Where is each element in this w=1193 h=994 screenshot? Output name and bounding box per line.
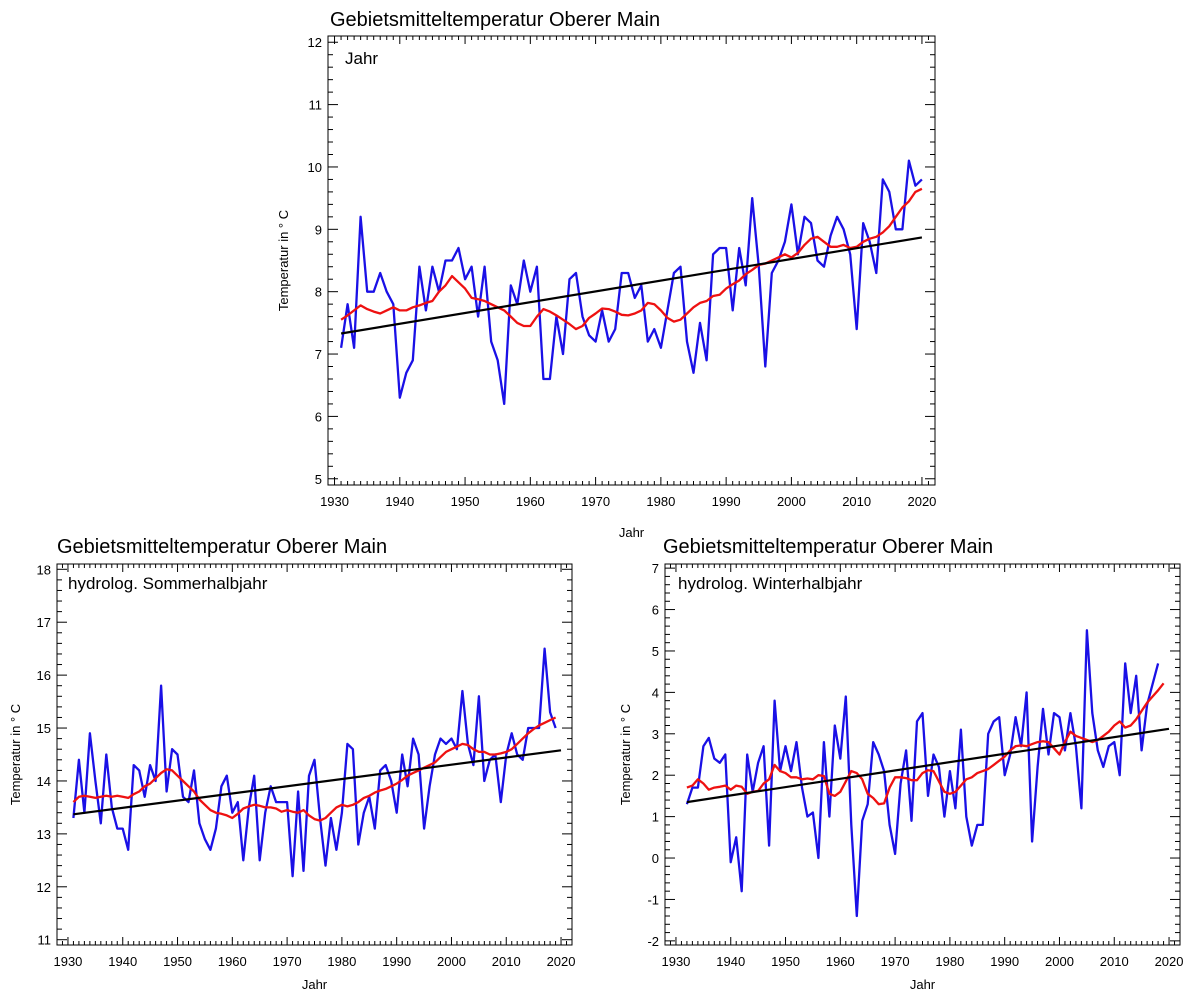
x-tick-label: 1930 [53, 954, 82, 969]
x-tick-label: 2000 [1045, 954, 1074, 969]
minor-ticks [664, 564, 1181, 945]
x-tick-label: 1990 [382, 954, 411, 969]
chart-title: Gebietsmitteltemperatur Oberer Main [330, 9, 660, 31]
minor-ticks [56, 564, 573, 945]
x-axis-title: Jahr [302, 977, 328, 992]
x-tick-label: 1950 [451, 494, 480, 509]
y-tick-label: 6 [652, 603, 659, 618]
y-tick-label: 5 [315, 472, 322, 487]
x-tick-label: 2010 [842, 494, 871, 509]
chart-title: Gebietsmitteltemperatur Oberer Main [663, 536, 993, 558]
series-line-linear-trend [340, 236, 923, 335]
x-tick-label: 1970 [881, 954, 910, 969]
x-tick-label: 2000 [437, 954, 466, 969]
series-line-moving-average [686, 682, 1165, 806]
y-tick-label: 5 [652, 644, 659, 659]
plot-frame [327, 35, 936, 486]
x-tick-label: 1980 [327, 954, 356, 969]
x-tick-label: 1970 [581, 494, 610, 509]
y-tick-label: 4 [652, 685, 659, 700]
y-tick-label: 1 [652, 810, 659, 825]
x-axis-title: Jahr [619, 525, 645, 540]
x-tick-label: 1940 [385, 494, 414, 509]
chart-panel-summer: Gebietsmitteltemperatur Oberer Main hydro… [8, 536, 576, 992]
y-tick-label: 10 [308, 160, 322, 175]
chart-panel-winter: Gebietsmitteltemperatur Oberer Main hydro… [618, 536, 1184, 992]
y-tick-label: 16 [37, 668, 51, 683]
x-tick-label: 2020 [547, 954, 576, 969]
x-tick-label: 1970 [273, 954, 302, 969]
series-line-annual [72, 647, 557, 878]
x-axis-title: Jahr [910, 977, 936, 992]
x-tick-label: 1980 [935, 954, 964, 969]
y-tick-label: 14 [37, 774, 51, 789]
y-tick-label: 17 [37, 615, 51, 630]
minor-ticks [327, 36, 936, 485]
y-tick-label: 7 [315, 347, 322, 362]
series-line-annual [339, 159, 923, 406]
x-tick-label: 1980 [646, 494, 675, 509]
y-tick-label: 12 [308, 35, 322, 50]
x-tick-label: 1960 [218, 954, 247, 969]
y-tick-label: 18 [37, 562, 51, 577]
series-line-annual [685, 629, 1160, 918]
y-axis-title: Temperatur in ° C [276, 210, 291, 311]
y-axis-title: Temperatur in ° C [8, 704, 23, 805]
x-tick-label: 1930 [661, 954, 690, 969]
y-tick-label: 13 [37, 827, 51, 842]
y-tick-label: 15 [37, 721, 51, 736]
y-tick-label: 6 [315, 409, 322, 424]
y-axis-title: Temperatur in ° C [618, 704, 633, 805]
x-tick-label: 1930 [320, 494, 349, 509]
panel-label: Jahr [345, 49, 378, 68]
y-tick-label: 0 [652, 851, 659, 866]
x-tick-label: 1940 [108, 954, 137, 969]
y-tick-label: 2 [652, 768, 659, 783]
y-tick-label: 11 [309, 98, 323, 113]
y-tick-label: -1 [647, 892, 659, 907]
series-line-linear-trend [686, 727, 1170, 804]
x-tick-label: 1990 [712, 494, 741, 509]
series-line-moving-average [72, 716, 557, 822]
x-tick-label: 2010 [492, 954, 521, 969]
x-tick-label: 1990 [990, 954, 1019, 969]
y-tick-label: 7 [652, 561, 659, 576]
x-tick-label: 2010 [1100, 954, 1129, 969]
series-line-moving-average [340, 187, 923, 331]
y-tick-label: 8 [315, 285, 322, 300]
x-tick-label: 2020 [1155, 954, 1184, 969]
x-tick-label: 1960 [516, 494, 545, 509]
x-tick-label: 2020 [907, 494, 936, 509]
x-tick-label: 1950 [163, 954, 192, 969]
x-tick-label: 2000 [777, 494, 806, 509]
panel-label: hydrolog. Winterhalbjahr [678, 574, 863, 593]
y-tick-label: 3 [652, 727, 659, 742]
chart-title: Gebietsmitteltemperatur Oberer Main [57, 536, 387, 558]
x-tick-label: 1960 [826, 954, 855, 969]
series-line-linear-trend [73, 749, 562, 816]
x-tick-label: 1940 [716, 954, 745, 969]
y-tick-label: 11 [38, 933, 52, 948]
y-tick-label: 9 [315, 222, 322, 237]
x-tick-label: 1950 [771, 954, 800, 969]
y-tick-label: -2 [647, 934, 659, 949]
panel-label: hydrolog. Sommerhalbjahr [68, 574, 268, 593]
chart-panel-annual: Gebietsmitteltemperatur Oberer Main Jahr J… [276, 9, 936, 540]
y-tick-label: 12 [37, 880, 51, 895]
